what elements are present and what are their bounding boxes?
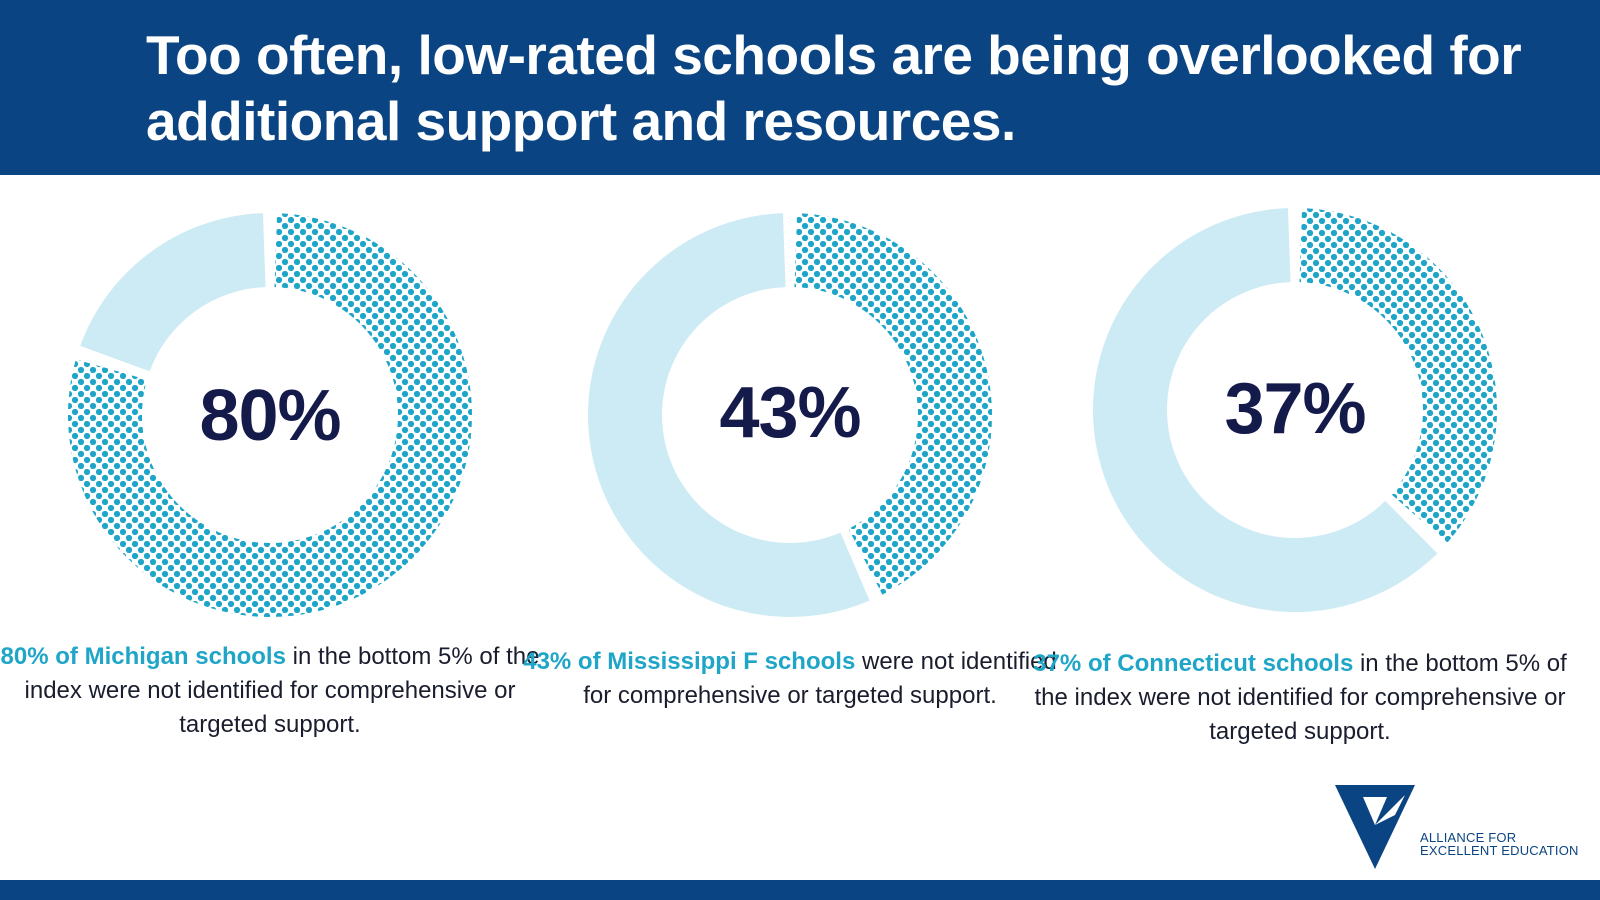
alliance-logo: ALLIANCE FOR EXCELLENT EDUCATION [1335,785,1590,875]
caption-text-michigan: in the bottom 5% of the index were not i… [24,643,540,738]
caption-highlight-michigan: 80% of Michigan schools [0,643,286,670]
percent-label-connecticut: 37% [1224,369,1366,449]
donut-chart-michigan [68,213,472,617]
percent-label-mississippi: 43% [719,373,861,453]
donut-remainder-michigan [80,213,266,372]
donut-chart-connecticut [1093,208,1497,612]
caption-text-connecticut: in the bottom 5% of the index were not i… [1034,650,1567,745]
donut-segment-michigan [68,213,472,617]
donut-remainder-mississippi [588,213,870,617]
header-banner: Too often, low-rated schools are being o… [0,0,1600,175]
donut-chart-mississippi [588,213,992,617]
caption-mississippi: 43% of Mississippi F schools were not id… [520,645,1060,713]
percent-label-michigan: 80% [199,376,341,456]
footer-bar [0,880,1600,900]
alliance-triangle-logo-icon [1335,785,1415,869]
logo-text: ALLIANCE FOR EXCELLENT EDUCATION [1420,831,1579,857]
logo-line-1: ALLIANCE FOR [1420,830,1517,845]
caption-michigan: 80% of Michigan schools in the bottom 5%… [0,640,540,742]
page-title: Too often, low-rated schools are being o… [146,24,1522,152]
donut-segment-connecticut [1299,208,1497,544]
logo-line-2: EXCELLENT EDUCATION [1420,843,1579,858]
caption-highlight-connecticut: 37% of Connecticut schools [1033,650,1354,677]
caption-highlight-mississippi: 43% of Mississippi F schools [523,648,856,675]
donut-remainder-connecticut [1093,208,1438,612]
caption-text-mississippi: were not identified for comprehensive or… [583,648,1057,709]
caption-connecticut: 37% of Connecticut schools in the bottom… [1030,647,1570,749]
donut-segment-mississippi [794,213,992,595]
